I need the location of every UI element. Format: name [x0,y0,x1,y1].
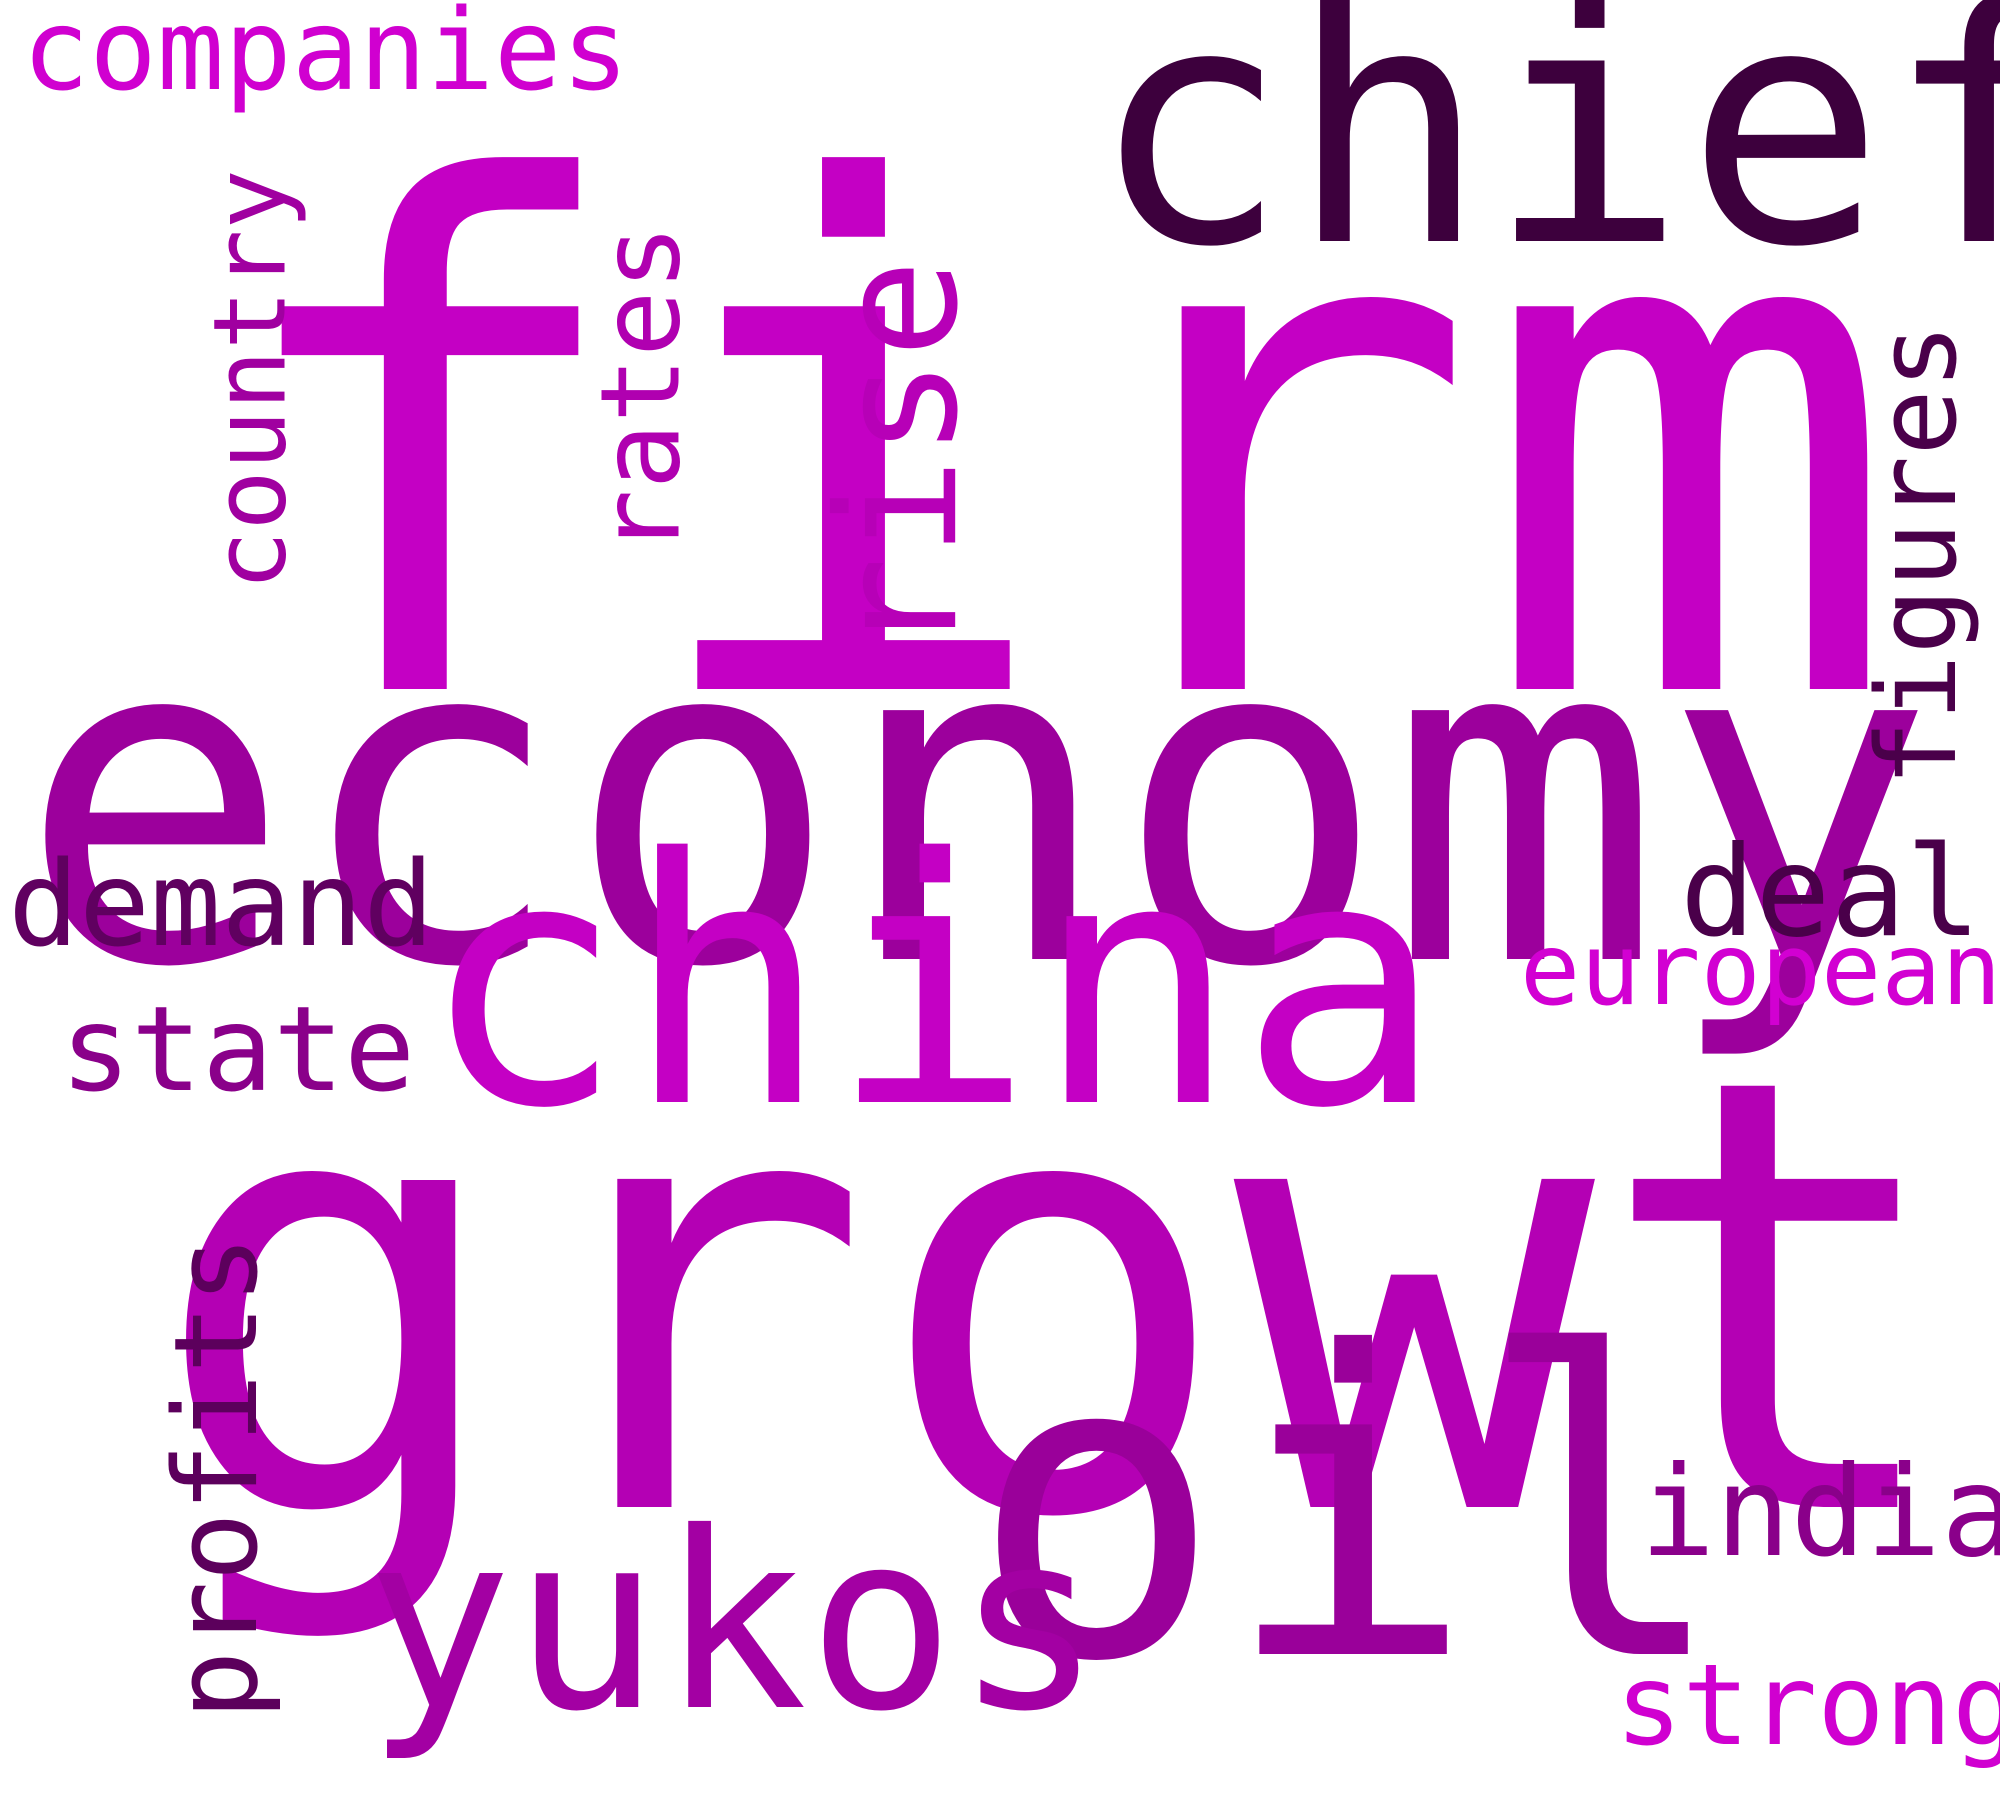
word-rates: rates [576,224,705,556]
word-profits: profits [149,1235,284,1720]
word-chief: chief [1090,0,2000,319]
word-european: european [1520,911,2000,1028]
word-china: china [420,787,1444,1183]
word-strong: strong [1615,1641,2000,1771]
word-india: india [1640,1440,2000,1585]
word-yukos: yukos [365,1480,1103,1765]
word-oil: oil [970,1265,1729,1754]
word-figures: figures [1852,323,1981,787]
word-economy: economy [18,538,1936,1067]
word-rise: rise [802,258,995,657]
word-growth: growth [150,950,2000,1649]
word-firm: firm [215,40,1901,855]
word-demand: demand [8,835,435,973]
word-deal: deal [1680,820,1982,965]
word-country: country [191,169,309,591]
word-companies: companies [22,0,629,116]
word-state: state [60,980,416,1118]
